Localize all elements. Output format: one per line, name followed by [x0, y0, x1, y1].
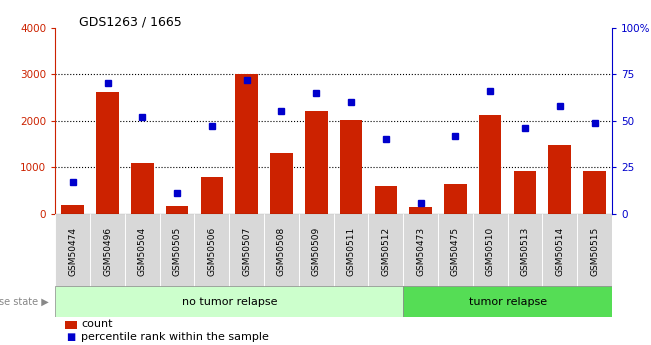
Bar: [299, 214, 333, 290]
Bar: [55, 214, 90, 290]
Text: disease state ▶: disease state ▶: [0, 297, 49, 307]
Bar: [444, 184, 467, 214]
Bar: [542, 214, 577, 290]
Bar: [583, 171, 606, 214]
Bar: [514, 171, 536, 214]
Bar: [473, 214, 508, 290]
Bar: [368, 214, 403, 290]
Text: GSM50514: GSM50514: [555, 227, 564, 276]
Bar: [125, 214, 159, 290]
Bar: [195, 214, 229, 290]
Text: GSM50513: GSM50513: [520, 227, 529, 276]
Text: percentile rank within the sample: percentile rank within the sample: [81, 332, 270, 342]
Bar: [159, 214, 195, 290]
Bar: [61, 205, 84, 214]
Text: GSM50509: GSM50509: [312, 227, 321, 276]
Text: GSM50504: GSM50504: [138, 227, 147, 276]
Text: no tumor relapse: no tumor relapse: [182, 297, 277, 307]
Bar: [403, 286, 612, 317]
Bar: [229, 214, 264, 290]
Bar: [55, 286, 403, 317]
Text: GSM50508: GSM50508: [277, 227, 286, 276]
Bar: [236, 74, 258, 214]
Bar: [403, 214, 438, 290]
Bar: [409, 207, 432, 214]
Text: tumor relapse: tumor relapse: [469, 297, 547, 307]
Text: count: count: [81, 319, 113, 329]
Text: GSM50507: GSM50507: [242, 227, 251, 276]
Text: GSM50512: GSM50512: [381, 227, 391, 276]
Bar: [131, 162, 154, 214]
Text: ■: ■: [66, 332, 76, 342]
Bar: [333, 214, 368, 290]
Text: GDS1263 / 1665: GDS1263 / 1665: [79, 16, 182, 29]
Bar: [548, 145, 571, 214]
Text: GSM50496: GSM50496: [103, 227, 112, 276]
Bar: [374, 186, 397, 214]
Text: GSM50475: GSM50475: [451, 227, 460, 276]
Bar: [305, 111, 327, 214]
Bar: [96, 92, 119, 214]
Text: GSM50505: GSM50505: [173, 227, 182, 276]
Text: GSM50511: GSM50511: [346, 227, 355, 276]
Bar: [508, 214, 542, 290]
Bar: [90, 214, 125, 290]
Bar: [340, 120, 363, 214]
Text: GSM50506: GSM50506: [208, 227, 216, 276]
Bar: [577, 214, 612, 290]
Bar: [270, 153, 293, 214]
Text: GSM50510: GSM50510: [486, 227, 495, 276]
Bar: [201, 177, 223, 214]
Bar: [479, 115, 501, 214]
Bar: [438, 214, 473, 290]
Bar: [264, 214, 299, 290]
Text: GSM50473: GSM50473: [416, 227, 425, 276]
Text: GSM50474: GSM50474: [68, 227, 77, 276]
Bar: [166, 206, 188, 214]
Text: GSM50515: GSM50515: [590, 227, 599, 276]
